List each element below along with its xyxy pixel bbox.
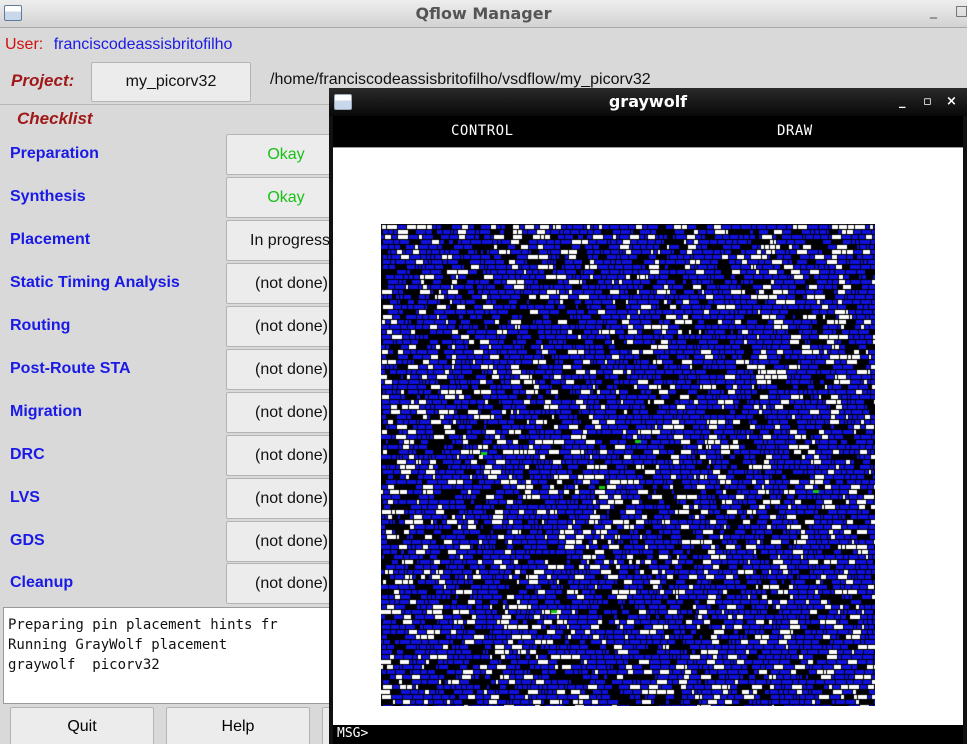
window-title: Qflow Manager [415, 4, 552, 23]
graywolf-titlebar[interactable]: graywolf _ ▫ × [329, 88, 967, 116]
checklist-row-sta: Static Timing Analysis (not done) [0, 262, 346, 305]
step-status-migration[interactable]: (not done) [226, 392, 346, 433]
log-console[interactable]: Preparing pin placement hints fr Running … [3, 607, 333, 704]
checklist-row-migration: Migration (not done) [0, 391, 346, 434]
checklist-row-routing: Routing (not done) [0, 305, 346, 348]
step-status-post-route-sta[interactable]: (not done) [226, 349, 346, 390]
step-label-synthesis[interactable]: Synthesis [10, 188, 86, 205]
step-status-synthesis[interactable]: Okay [226, 177, 346, 218]
log-line: Running GrayWolf placement [8, 637, 228, 653]
step-status-sta[interactable]: (not done) [226, 263, 346, 304]
project-button[interactable]: my_picorv32 [91, 62, 251, 102]
quit-button[interactable]: Quit [10, 707, 154, 744]
checklist-row-preparation: Preparation Okay [0, 133, 346, 176]
checklist-row-drc: DRC (not done) [0, 434, 346, 477]
checklist-row-cleanup: Cleanup (not done) [0, 562, 346, 605]
help-button[interactable]: Help [166, 707, 310, 744]
project-path: /home/franciscodeassisbritofilho/vsdflow… [270, 71, 651, 88]
graywolf-maximize-button[interactable]: ▫ [923, 94, 932, 109]
project-row: Project: my_picorv32 /home/franciscodeas… [0, 60, 967, 102]
step-status-preparation[interactable]: Okay [226, 134, 346, 175]
checklist-row-synthesis: Synthesis Okay [0, 176, 346, 219]
log-line: graywolf picorv32 [8, 657, 160, 673]
checklist-row-placement: Placement In progress [0, 219, 346, 262]
graywolf-title: graywolf [608, 92, 688, 111]
step-label-placement[interactable]: Placement [10, 231, 91, 248]
step-label-drc[interactable]: DRC [10, 446, 45, 463]
project-label: Project: [11, 71, 75, 90]
step-status-lvs[interactable]: (not done) [226, 478, 346, 519]
user-name: franciscodeassisbritofilho [53, 36, 233, 53]
draw-menu[interactable]: DRAW [777, 123, 813, 139]
graywolf-menubar: CONTROL DRAW [333, 116, 963, 148]
step-label-post-route-sta[interactable]: Post-Route STA [10, 360, 131, 377]
window-icon [4, 5, 22, 21]
message-prompt[interactable]: MSG> [333, 725, 963, 744]
graywolf-window-icon [334, 94, 352, 110]
log-line: Preparing pin placement hints fr [8, 617, 278, 633]
checklist-row-post-route-sta: Post-Route STA (not done) [0, 348, 346, 391]
minimize-button[interactable]: _ [930, 3, 937, 19]
step-label-lvs[interactable]: LVS [10, 489, 40, 506]
step-label-preparation[interactable]: Preparation [10, 145, 99, 162]
user-row: User: franciscodeassisbritofilho [5, 36, 232, 54]
step-label-gds[interactable]: GDS [10, 532, 45, 549]
step-status-drc[interactable]: (not done) [226, 435, 346, 476]
checklist-row-gds: GDS (not done) [0, 520, 346, 563]
checklist-title: Checklist [17, 109, 93, 128]
user-label: User: [5, 36, 44, 53]
graywolf-client: CONTROL DRAW MSG> [333, 116, 963, 744]
step-status-placement[interactable]: In progress [226, 220, 346, 261]
step-status-cleanup[interactable]: (not done) [226, 563, 346, 604]
step-label-migration[interactable]: Migration [10, 403, 82, 420]
step-status-routing[interactable]: (not done) [226, 306, 346, 347]
main-titlebar[interactable]: Qflow Manager _ □ [0, 0, 967, 28]
placement-layout [381, 224, 875, 706]
placement-canvas[interactable] [333, 148, 963, 725]
graywolf-window[interactable]: graywolf _ ▫ × CONTROL DRAW MSG> [329, 88, 967, 744]
step-label-cleanup[interactable]: Cleanup [10, 574, 74, 591]
checklist-row-lvs: LVS (not done) [0, 477, 346, 520]
step-label-routing[interactable]: Routing [10, 317, 71, 334]
graywolf-minimize-button[interactable]: _ [899, 94, 906, 109]
graywolf-close-button[interactable]: × [946, 94, 957, 109]
step-label-sta[interactable]: Static Timing Analysis [10, 274, 180, 291]
control-menu[interactable]: CONTROL [451, 123, 514, 139]
maximize-button[interactable]: □ [955, 3, 967, 19]
step-status-gds[interactable]: (not done) [226, 521, 346, 562]
